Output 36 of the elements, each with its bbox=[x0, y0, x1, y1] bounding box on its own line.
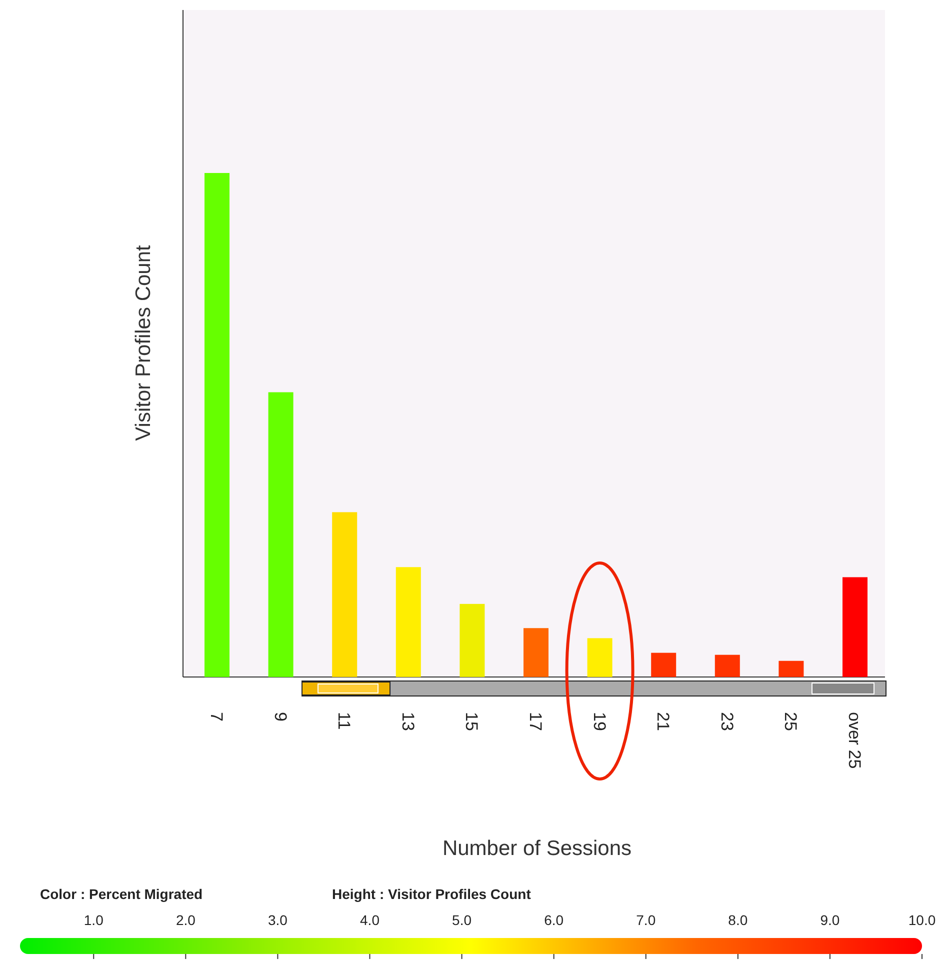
bar bbox=[204, 173, 230, 677]
color-bar-label: 10.0 bbox=[908, 912, 936, 928]
color-bar-label: 3.0 bbox=[268, 912, 288, 928]
x-tick-label: over 25 bbox=[845, 712, 864, 769]
bar bbox=[778, 660, 804, 677]
color-bar-label: 9.0 bbox=[820, 912, 840, 928]
x-tick-label: 17 bbox=[526, 712, 546, 731]
bar bbox=[651, 652, 676, 677]
color-bar-label: 6.0 bbox=[544, 912, 564, 928]
y-axis-title: Visitor Profiles Count bbox=[132, 244, 155, 441]
bar bbox=[332, 512, 358, 677]
color-bar-label: 8.0 bbox=[728, 912, 748, 928]
x-tick-label: 21 bbox=[654, 712, 673, 731]
x-tick-label: 19 bbox=[590, 712, 609, 731]
color-bar-title: Color : Percent Migrated bbox=[40, 886, 203, 902]
color-bar-label: 2.0 bbox=[176, 912, 196, 928]
bar bbox=[396, 567, 421, 677]
x-axis-title: Number of Sessions bbox=[442, 837, 632, 860]
bar bbox=[842, 577, 868, 677]
bar bbox=[460, 604, 485, 677]
bar bbox=[524, 628, 548, 677]
x-tick-label: 25 bbox=[781, 712, 800, 731]
color-bar-label: 7.0 bbox=[636, 912, 656, 928]
bar bbox=[587, 638, 612, 677]
x-tick-label: 7 bbox=[207, 712, 226, 722]
text: Height : Visitor Profiles Count bbox=[332, 886, 532, 902]
bar bbox=[714, 654, 740, 677]
bar bbox=[268, 392, 294, 677]
color-bar-label: 1.0 bbox=[84, 912, 104, 928]
x-tick-label: 13 bbox=[398, 712, 418, 731]
x-tick-label: 9 bbox=[270, 712, 290, 722]
x-tick-label: 11 bbox=[334, 712, 354, 730]
color-bar-label: 5.0 bbox=[452, 912, 472, 928]
x-tick-label: 15 bbox=[462, 712, 482, 731]
x-tick-label: 23 bbox=[717, 712, 736, 731]
color-bar-label: 4.0 bbox=[360, 912, 380, 928]
